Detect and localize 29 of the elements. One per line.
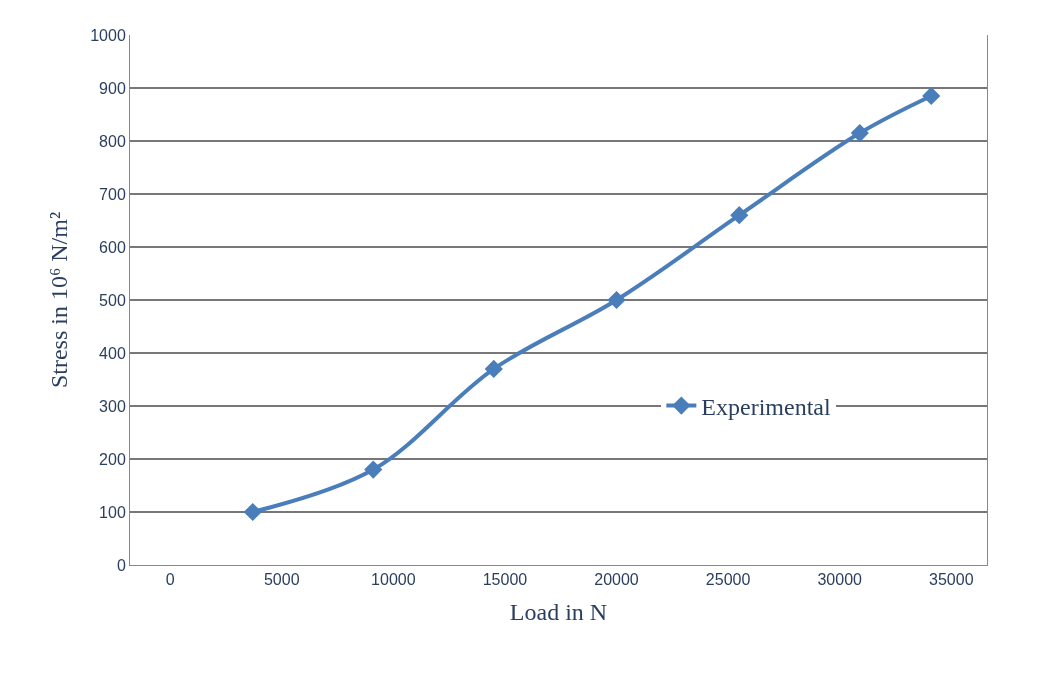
y-tick-label: 800 [99,132,126,150]
x-tick-label: 15000 [482,571,528,589]
y-tick-label: 400 [99,344,126,362]
y-axis-title: Stress in 10⁶ N/m² [46,211,73,389]
x-tick-label: 20000 [594,571,639,589]
x-axis-title: Load in N [509,598,608,625]
x-tick-label: 25000 [705,571,751,589]
y-tick-label: 700 [99,185,126,203]
y-tick-label: 100 [99,503,126,521]
x-tick-label: 0 [165,571,175,589]
legend-label: Experimental [701,393,831,420]
point [484,359,503,378]
point [243,502,262,522]
y-tick-label: 600 [99,238,126,256]
x-tick-label: 30000 [817,571,863,589]
y-tick-label: 300 [99,397,126,415]
point [922,86,941,106]
y-tick-label: 500 [99,291,126,309]
x-tick-label: 5000 [263,571,300,589]
x-tick-label: 10000 [371,571,416,589]
point [850,123,869,143]
point [730,206,749,225]
y-tick-label: 900 [99,79,126,97]
point [364,460,383,479]
point [607,290,626,310]
x-tick-label: 35000 [929,571,974,589]
y-tick-label: 0 [116,556,126,574]
y-tick-label: 1000 [90,26,126,44]
y-tick-label: 200 [99,450,126,468]
